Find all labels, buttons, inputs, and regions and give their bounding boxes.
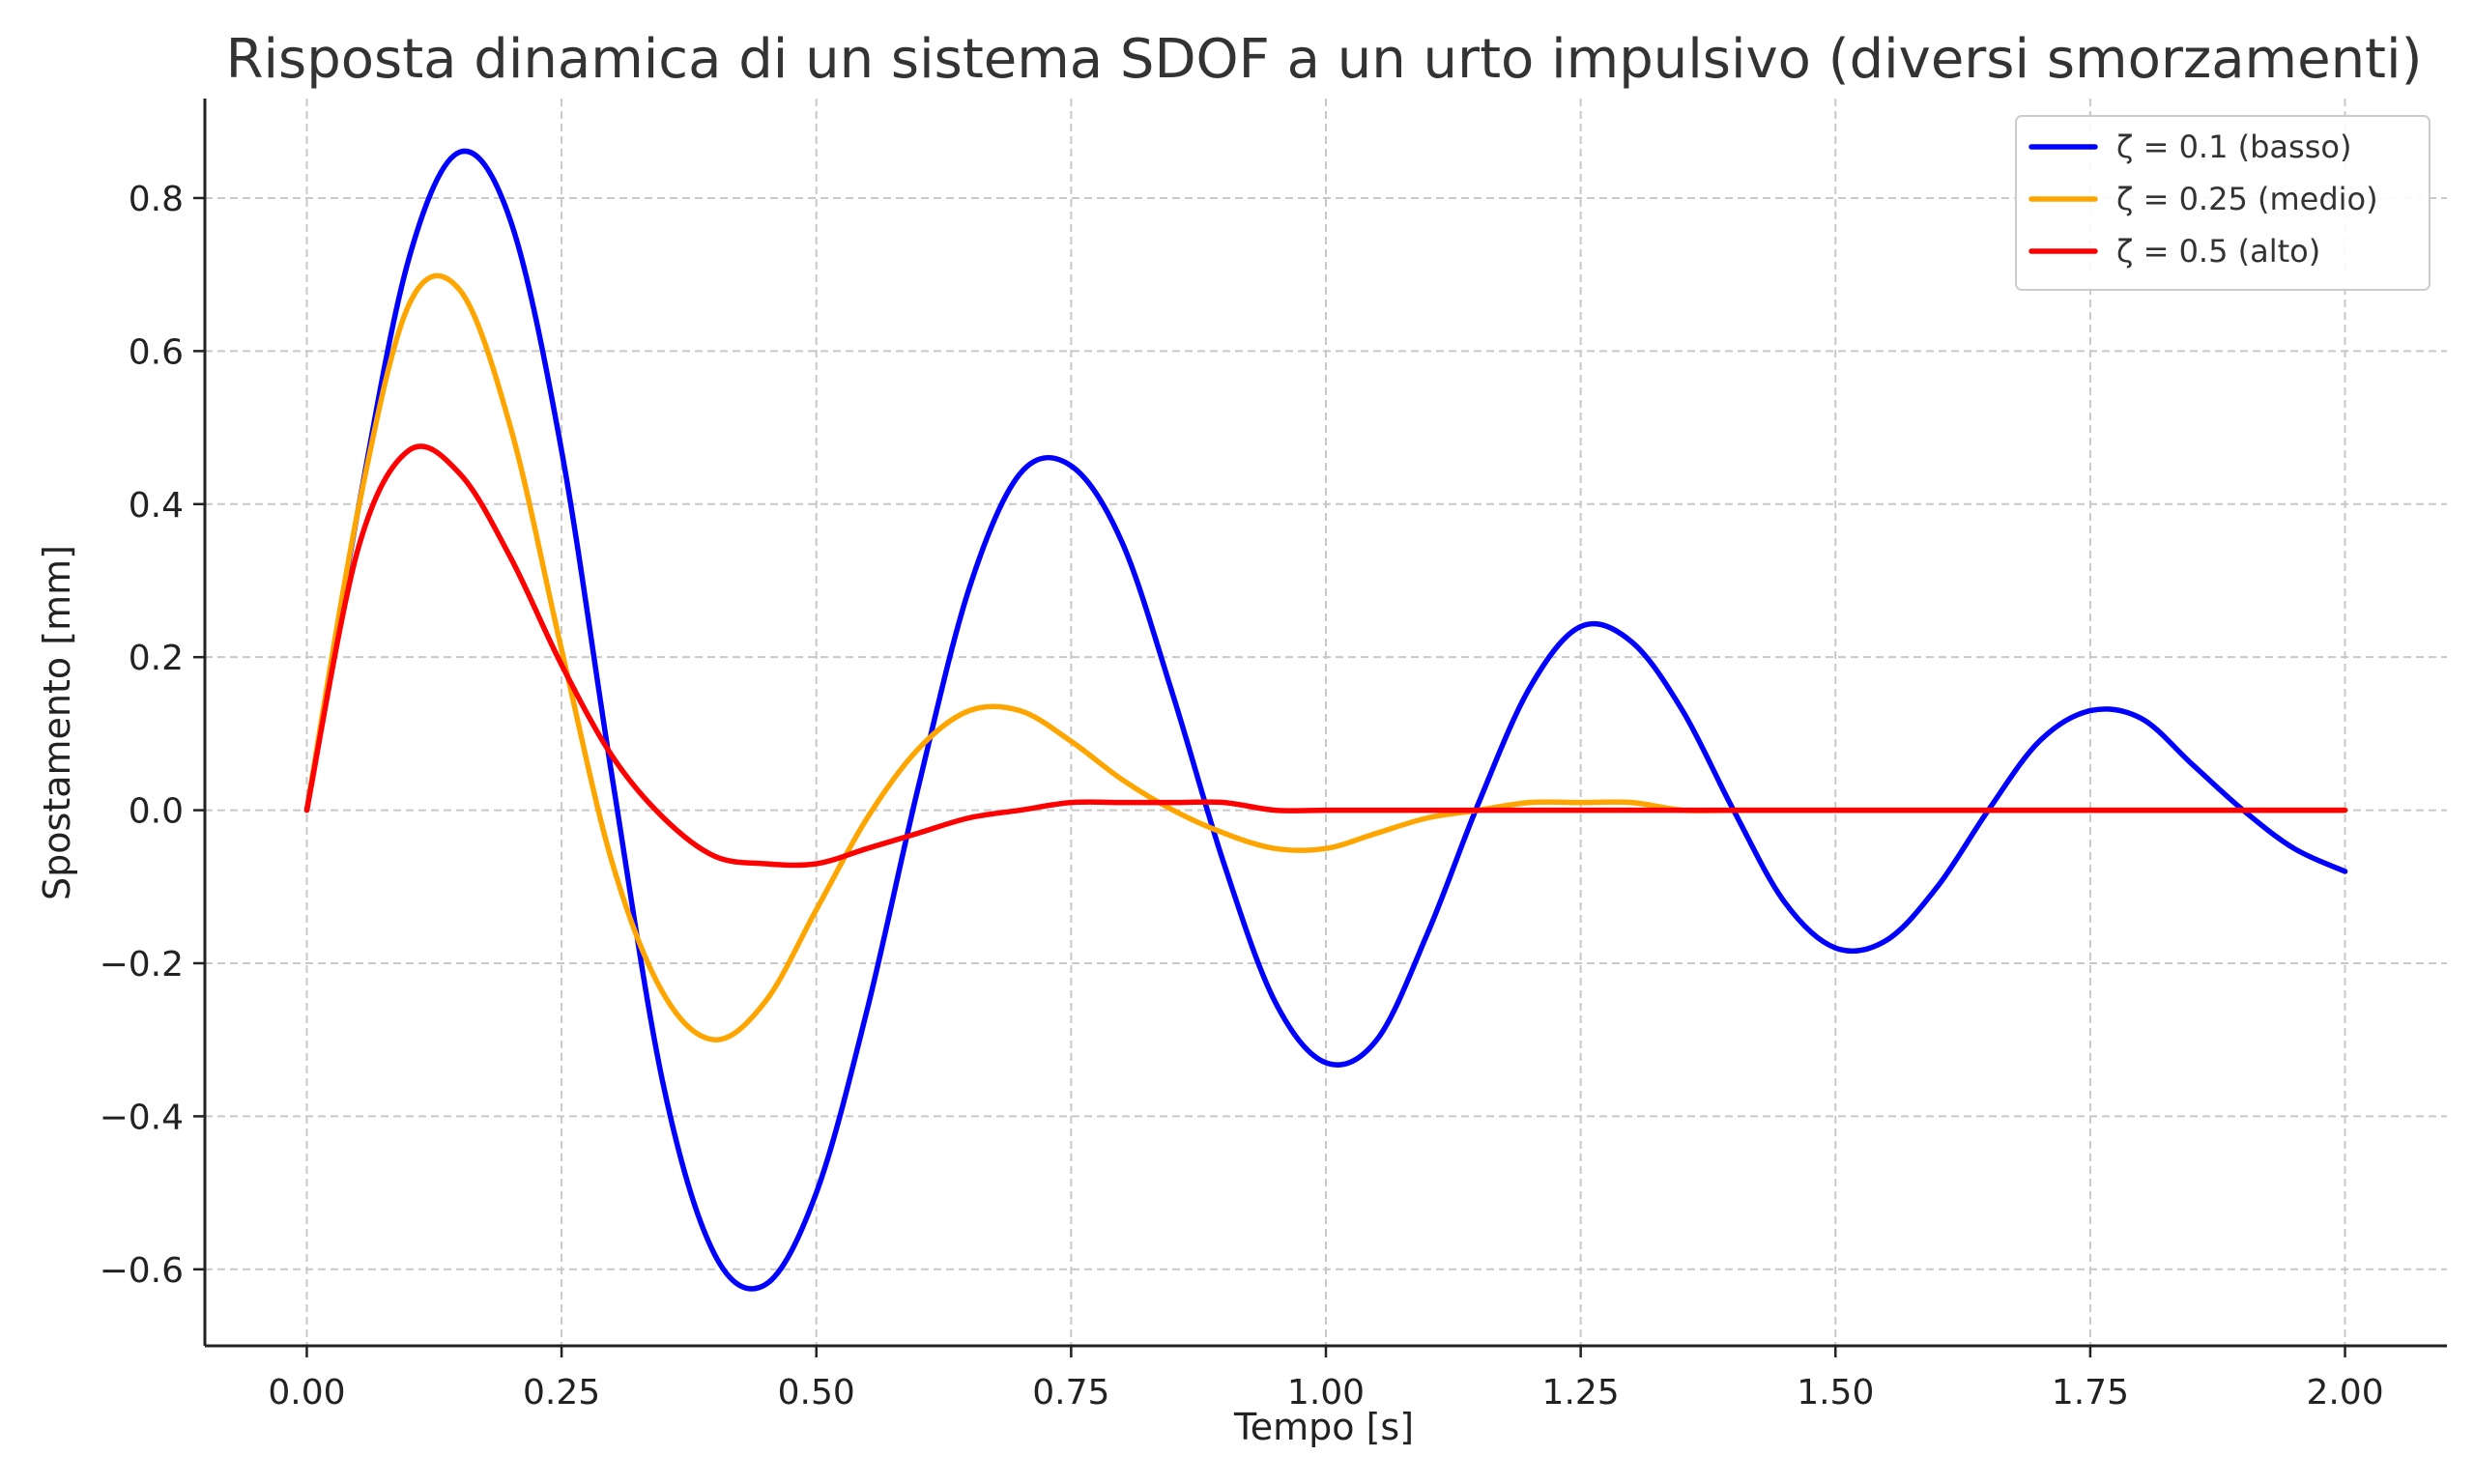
- y-tick-label: 0.4: [129, 486, 184, 526]
- legend-box: [2015, 115, 2431, 291]
- y-tick-label: −0.2: [100, 945, 184, 985]
- y-axis-label: Spostamento [mm]: [36, 545, 78, 900]
- legend-label: ζ = 0.25 (medio): [2116, 181, 2378, 217]
- x-tick-label: 1.25: [1542, 1373, 1620, 1413]
- legend: ζ = 0.1 (basso) ζ = 0.25 (medio) ζ = 0.5 (…: [2015, 115, 2431, 291]
- y-tick-label: 0.0: [129, 792, 184, 832]
- chart-title: Risposta dinamica di un sistema SDOF a u…: [226, 28, 2423, 91]
- x-axis-label: Tempo [s]: [1233, 1406, 1414, 1448]
- x-tick-label: 0.50: [778, 1373, 855, 1413]
- tick-labels: 0.00 0.25 0.50 0.75 1.00 1.25 1.50 1.75 2.00 −0.6…: [100, 180, 2384, 1413]
- y-tick-label: 0.2: [129, 639, 184, 678]
- legend-label: ζ = 0.5 (alto): [2116, 233, 2320, 270]
- x-tick-label: 1.50: [1797, 1373, 1874, 1413]
- x-tick-label: 0.25: [523, 1373, 600, 1413]
- series-group: [303, 148, 2348, 1292]
- y-tick-label: −0.4: [100, 1098, 184, 1137]
- x-tick-label: 0.00: [268, 1373, 345, 1413]
- series-line-high-damping: [303, 443, 2348, 869]
- legend-label: ζ = 0.1 (basso): [2116, 128, 2351, 165]
- y-tick-label: −0.6: [100, 1251, 184, 1291]
- x-tick-label: 1.00: [1287, 1373, 1365, 1413]
- x-tick-label: 0.75: [1032, 1373, 1109, 1413]
- grid: [205, 99, 2447, 1346]
- series-line-low-damping: [303, 148, 2348, 1292]
- y-tick-label: 0.6: [129, 332, 184, 372]
- axes: [193, 99, 2447, 1357]
- x-tick-label: 1.75: [2052, 1373, 2129, 1413]
- x-tick-label: 2.00: [2306, 1373, 2383, 1413]
- y-tick-label: 0.8: [129, 180, 184, 219]
